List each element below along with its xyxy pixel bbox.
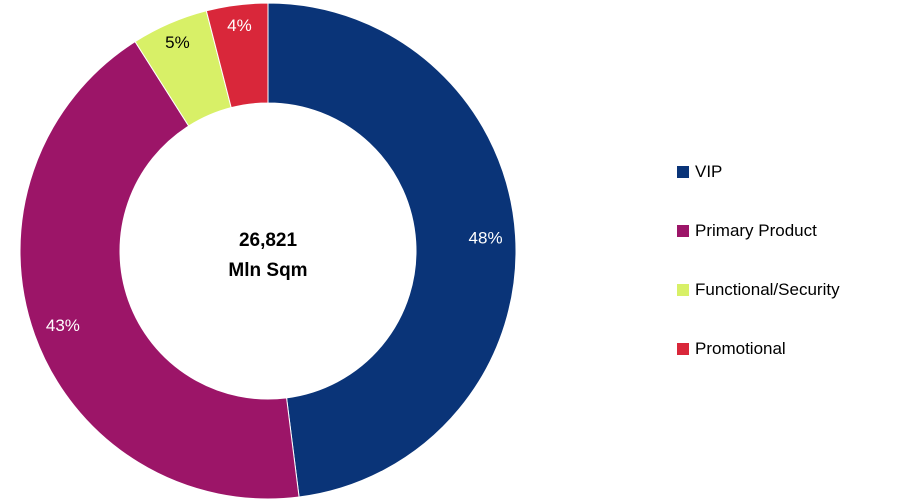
slice-label-vip: 48% xyxy=(469,228,503,247)
chart-legend: VIP Primary Product Functional/Security Pro… xyxy=(677,157,840,393)
legend-label: VIP xyxy=(695,162,723,181)
legend-item-promotional: Promotional xyxy=(677,334,840,364)
legend-swatch xyxy=(677,225,689,237)
legend-item-functional-security: Functional/Security xyxy=(677,275,840,305)
slice-label-functional-security: 5% xyxy=(165,33,190,52)
legend-label: Promotional xyxy=(695,339,786,358)
center-unit: Mln Sqm xyxy=(228,260,307,281)
donut-chart: 48% 43% 5% 4% 26,821 Mln Sqm xyxy=(19,2,517,500)
slice-primary-product xyxy=(19,40,300,500)
legend-swatch xyxy=(677,343,689,355)
legend-label: Functional/Security xyxy=(695,280,840,299)
slice-label-primary-product: 43% xyxy=(46,316,80,335)
legend-label: Primary Product xyxy=(695,221,817,240)
legend-item-vip: VIP xyxy=(677,157,840,187)
slice-label-promotional: 4% xyxy=(227,16,252,35)
legend-swatch xyxy=(677,166,689,178)
center-value: 26,821 xyxy=(239,230,298,251)
slice-labels: 48% 43% 5% 4% xyxy=(46,16,503,335)
legend-item-primary-product: Primary Product xyxy=(677,216,840,246)
legend-swatch xyxy=(677,284,689,296)
slice-promotional xyxy=(205,2,269,109)
slice-vip xyxy=(267,2,517,498)
donut-slices xyxy=(19,2,517,500)
